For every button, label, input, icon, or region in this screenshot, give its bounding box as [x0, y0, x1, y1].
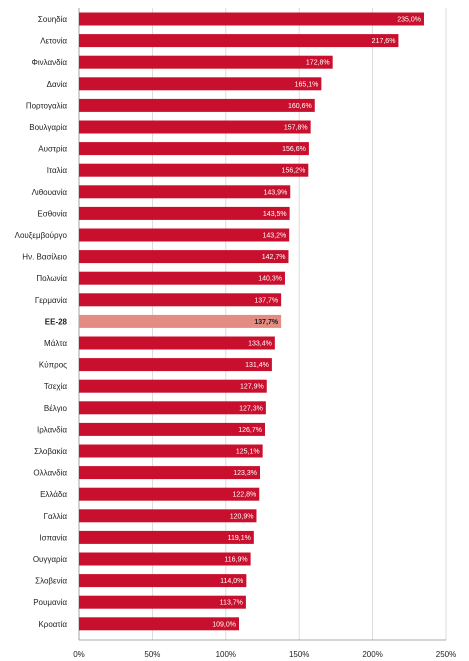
bar — [79, 228, 290, 242]
category-label: Φινλανδία — [31, 58, 67, 67]
category-label: Ουγγαρία — [33, 555, 68, 564]
x-tick-label: 0% — [73, 650, 85, 659]
data-label: 122,8% — [233, 492, 257, 499]
data-label: 126,7% — [238, 427, 262, 434]
category-label: Κύπρος — [39, 361, 67, 370]
x-tick-label: 100% — [216, 650, 236, 659]
category-label: Λετονία — [40, 37, 67, 46]
bar — [79, 466, 261, 480]
x-tick-label: 200% — [362, 650, 382, 659]
category-label: Ην. Βασίλειο — [22, 253, 67, 262]
bar — [79, 142, 309, 156]
bar — [79, 271, 285, 285]
data-label: 109,0% — [212, 621, 236, 628]
category-label: Ολλανδία — [33, 469, 67, 478]
bar — [79, 487, 260, 501]
data-label: 133,4% — [248, 341, 272, 348]
bar — [79, 314, 282, 328]
data-label: 125,1% — [236, 449, 260, 456]
bar — [79, 98, 315, 112]
data-label: 113,7% — [220, 600, 243, 607]
data-label: 165,1% — [295, 81, 319, 88]
data-label: 143,9% — [263, 189, 287, 196]
data-label: 143,2% — [262, 233, 286, 240]
bar — [79, 12, 424, 26]
data-label: 137,7% — [254, 297, 278, 304]
bar — [79, 530, 254, 544]
bar — [79, 163, 309, 177]
category-label: Πολωνία — [36, 274, 67, 283]
bar — [79, 617, 240, 631]
data-label: 131,4% — [245, 362, 269, 369]
data-label: 123,3% — [233, 470, 257, 477]
category-label: Σλοβενία — [35, 577, 67, 586]
bar — [79, 293, 282, 307]
bar — [79, 358, 272, 372]
bar — [79, 185, 291, 199]
data-label: 127,3% — [239, 405, 263, 412]
category-label: Αυστρία — [38, 145, 67, 154]
category-label: Ισπανία — [39, 533, 67, 542]
data-label: 157,8% — [284, 125, 308, 132]
category-label: Κροατία — [38, 620, 67, 629]
category-label: Μάλτα — [44, 339, 67, 348]
category-label: Λουξεμβούργο — [15, 231, 68, 240]
category-label: Τσεχία — [44, 382, 67, 391]
bar — [79, 574, 247, 588]
data-label: 142,7% — [262, 254, 286, 261]
bar — [79, 34, 399, 48]
data-label: 156,6% — [282, 146, 306, 153]
data-label: 235,0% — [397, 17, 421, 24]
category-label: Βέλγιο — [44, 404, 68, 413]
data-label: 217,6% — [372, 38, 396, 45]
category-label: Ιρλανδία — [37, 425, 67, 434]
data-label: 116,9% — [224, 557, 247, 564]
category-label: Σλοβακία — [34, 447, 67, 456]
bar — [79, 120, 311, 134]
category-label: Ιταλία — [47, 166, 68, 175]
bar — [79, 336, 275, 350]
category-label: Γερμανία — [35, 296, 68, 305]
data-label: 140,3% — [258, 276, 282, 283]
data-label: 127,9% — [240, 384, 264, 391]
category-label: Δανία — [47, 80, 68, 89]
category-label: ΕΕ-28 — [45, 317, 68, 326]
bar — [79, 250, 289, 264]
bar — [79, 77, 322, 91]
category-label: Λιθουανία — [32, 188, 68, 197]
data-label: 137,7% — [254, 319, 279, 326]
bar — [79, 552, 251, 566]
data-label: 156,2% — [282, 168, 306, 175]
bar — [79, 379, 267, 393]
data-label: 120,9% — [230, 513, 254, 520]
category-label: Σουηδία — [38, 15, 67, 24]
data-label: 160,6% — [288, 103, 312, 110]
bar — [79, 55, 333, 69]
bar — [79, 595, 246, 609]
x-tick-label: 50% — [144, 650, 160, 659]
category-label: Πορτογαλία — [26, 101, 68, 110]
data-label: 172,8% — [306, 60, 330, 67]
data-label: 143,5% — [263, 211, 287, 218]
bar — [79, 509, 257, 523]
bar — [79, 444, 263, 458]
category-label: Ρουμανία — [33, 598, 67, 607]
x-tick-label: 250% — [436, 650, 456, 659]
category-label: Ελλάδα — [40, 490, 67, 499]
x-tick-label: 150% — [289, 650, 309, 659]
category-label: Βουλγαρία — [29, 123, 67, 132]
bar — [79, 401, 266, 415]
data-label: 114,0% — [220, 578, 243, 585]
data-label: 119,1% — [228, 535, 251, 542]
bar — [79, 206, 290, 220]
category-label: Γαλλία — [44, 512, 68, 521]
bar — [79, 422, 265, 436]
category-label: Εσθονία — [37, 209, 67, 218]
